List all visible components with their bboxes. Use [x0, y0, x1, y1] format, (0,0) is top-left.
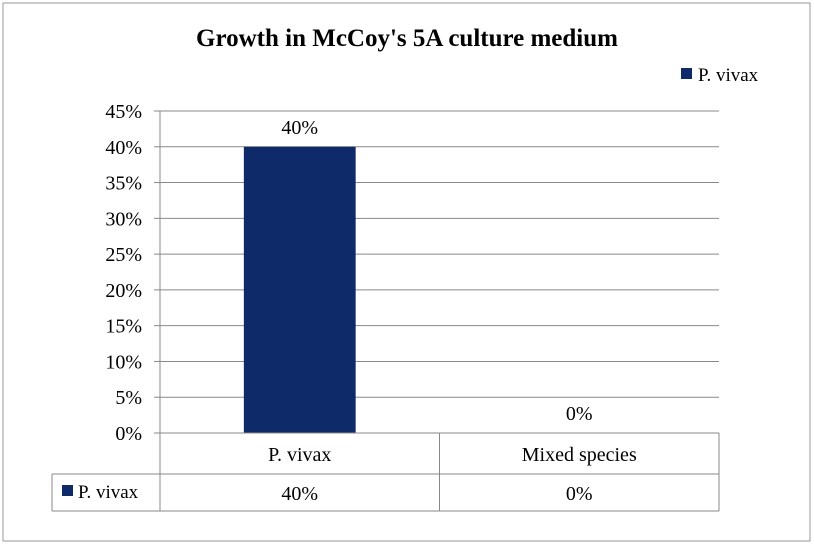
- y-tick-label: 40%: [105, 137, 142, 159]
- bars: [243, 146, 356, 433]
- y-tick-label: 10%: [105, 351, 142, 373]
- chart-title: Growth in McCoy's 5A culture medium: [196, 25, 618, 52]
- y-tick-label: 30%: [105, 208, 142, 230]
- legend-swatch: [681, 68, 692, 79]
- legend: P. vivax: [681, 65, 759, 86]
- data-table: P. vivax 40% Mixed species 0% P. vivax: [51, 432, 720, 512]
- table-value: 0%: [566, 483, 593, 505]
- y-tick-label: 45%: [105, 101, 142, 123]
- y-tick-label: 5%: [115, 387, 142, 409]
- legend-label: P. vivax: [698, 65, 759, 86]
- y-tick-label: 35%: [105, 173, 142, 195]
- data-labels: 40% 0%: [281, 117, 592, 425]
- y-tick-label: 20%: [105, 280, 142, 302]
- y-axis-tick-labels: 0% 5% 10% 15% 20% 25% 30% 35% 40% 45%: [105, 101, 142, 445]
- y-tick-label: 25%: [105, 244, 142, 266]
- data-label: 0%: [566, 403, 593, 425]
- table-series-name: P. vivax: [78, 482, 139, 503]
- table-legend-key: [62, 485, 73, 496]
- y-tick-label: 0%: [115, 423, 142, 445]
- data-label: 40%: [281, 117, 318, 139]
- x-category-label: Mixed species: [522, 444, 637, 466]
- x-category-label: P. vivax: [268, 444, 331, 466]
- bar: [243, 146, 356, 433]
- table-value: 40%: [281, 483, 318, 505]
- chart-frame: [2, 2, 811, 542]
- y-tick-label: 15%: [105, 316, 142, 338]
